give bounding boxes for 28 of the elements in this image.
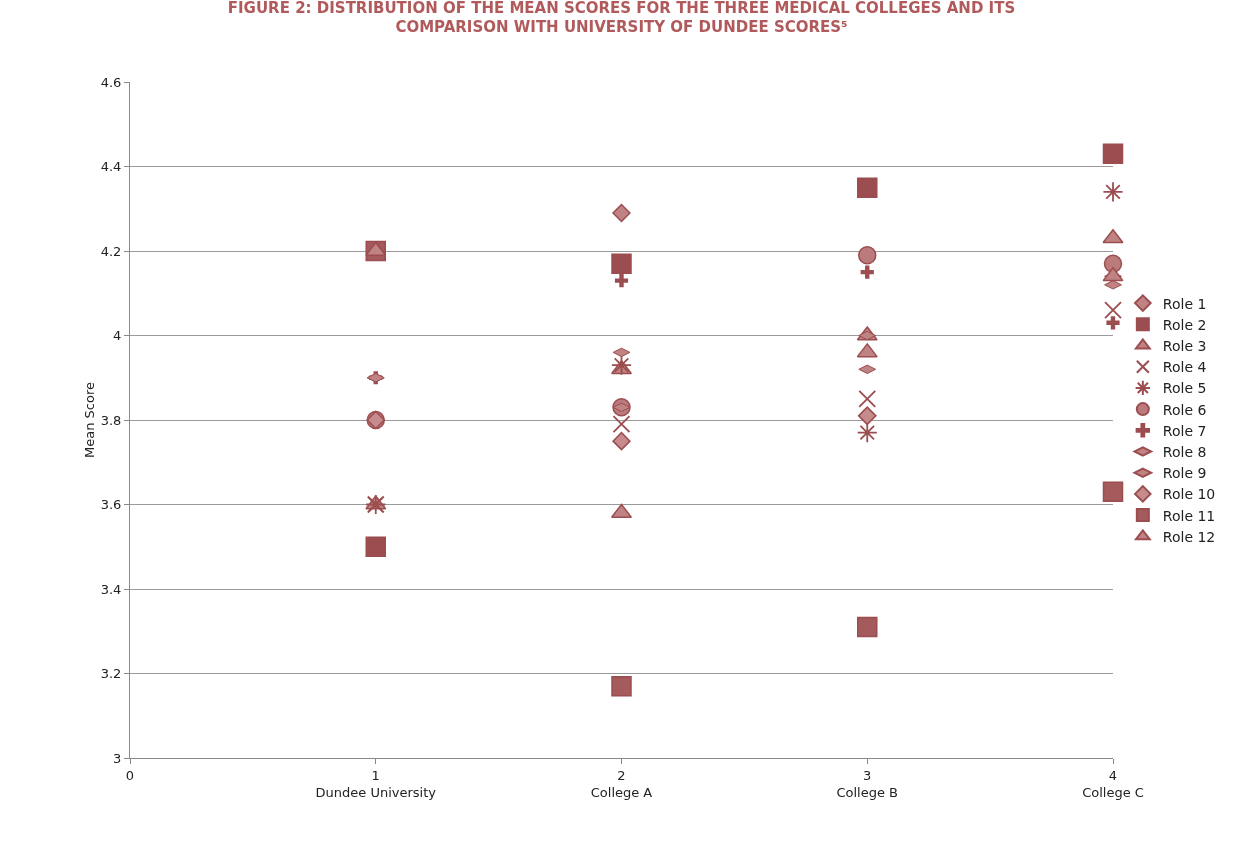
y-tick-label: 4.6 <box>100 74 122 90</box>
y-tick-label: 3 <box>113 750 122 766</box>
y-tick-label: 3.2 <box>100 666 122 682</box>
x-tick-label: 3 College B <box>836 767 899 800</box>
x-tick-label: 2 College A <box>590 767 653 800</box>
y-tick-label: 3.6 <box>100 497 122 513</box>
legend-label: Role 10 <box>1162 486 1216 503</box>
legend-label: Role 6 <box>1162 401 1207 418</box>
chart-title: FIGURE 2: DISTRIBUTION OF THE MEAN SCORES FOR THE THREE MEDICAL COLLEGES AND ITS COMPARISON WITH UNIVERSITY OF DUNDEE SCORES⁵ <box>227 0 1016 37</box>
y-tick-label: 4.4 <box>100 159 122 175</box>
legend-label: Role 8 <box>1162 443 1207 460</box>
legend-label: Role 2 <box>1162 316 1207 333</box>
legend-label: Role 5 <box>1162 380 1207 397</box>
legend-label: Role 11 <box>1162 507 1216 524</box>
y-tick-label: 3.8 <box>100 412 122 428</box>
legend-label: Role 12 <box>1162 528 1216 545</box>
y-tick-label: 4 <box>113 328 122 344</box>
legend-label: Role 4 <box>1162 359 1207 376</box>
legend-label: Role 9 <box>1162 465 1207 482</box>
legend-label: Role 3 <box>1162 337 1207 354</box>
x-tick-label: 1 Dundee University <box>315 767 437 800</box>
y-tick-label: 3.4 <box>100 581 122 597</box>
x-tick-label: 4 College C <box>1082 767 1144 800</box>
y-axis-title: Mean Score <box>82 382 97 458</box>
legend-label: Role 1 <box>1162 295 1207 312</box>
legend-label: Role 7 <box>1162 422 1207 439</box>
y-tick-label: 4.2 <box>100 243 122 259</box>
x-tick-label: 0 <box>125 767 135 783</box>
